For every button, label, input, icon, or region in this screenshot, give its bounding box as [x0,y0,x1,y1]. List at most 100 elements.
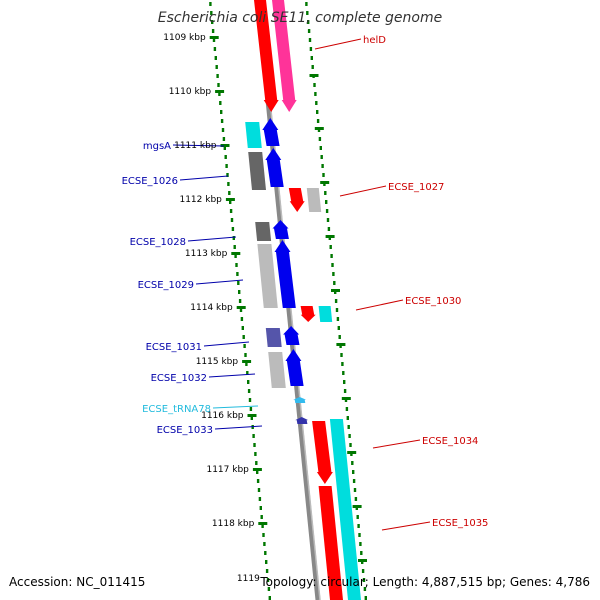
tick-dot [327,227,331,231]
gene-ECSE-1029-cds [257,244,278,308]
tick-dot [247,389,251,393]
kbp-label: 1115 kbp [196,357,239,367]
gene-features [245,0,361,600]
tick-dot [252,434,255,438]
tick-dot [225,164,228,168]
major-tick [336,343,346,346]
leader-line [195,279,244,285]
tick-dot [254,452,257,456]
gene-label-ecse_trna78: ECSE_tRNA78 [142,404,211,415]
tick-dot [352,479,356,483]
gene-label-ecse_1034: ECSE_1034 [422,436,478,447]
tick-dot [364,596,367,600]
tick-dot [213,47,217,51]
tick-dot [261,524,264,528]
gene-ECSE-1030-cds [300,306,316,322]
tick-dot [259,506,262,510]
tick-dot [322,173,325,177]
major-tick [236,306,246,309]
tick-dot [265,560,268,564]
tick-dot [217,83,220,87]
kbp-label: 1114 kbp [190,303,233,313]
gene-ECSE-1026-rna [265,148,284,187]
kbp-label: 1111 kbp [174,141,217,151]
tick-dot [348,434,351,438]
tick-dot [263,542,266,546]
tick-dot [220,119,224,123]
leader-line [314,38,362,50]
tick-dot [229,200,232,204]
gene-label-ecse_1035: ECSE_1035 [432,518,488,529]
genome-info-text: Topology: circular; Length: 4,887,515 bp… [259,575,590,589]
tick-dot [211,29,215,33]
tick-dot [233,245,236,249]
gene-ECSE-1031-cds [265,328,282,347]
kbp-label: 1116 kbp [201,411,244,421]
leader-line [355,299,404,311]
tick-dot [226,173,229,177]
tick-dot [244,353,247,357]
tick-dot [215,65,218,69]
tick-dot [337,326,340,330]
gene-label-ecse_1032: ECSE_1032 [151,373,207,384]
tick-dot [256,470,259,474]
leader-line [208,373,256,378]
tick-dot [361,569,365,573]
tick-dot [223,146,226,150]
gene-ECSE-1034-cds [312,421,333,484]
tick-dot [240,317,244,321]
kbp-label: 1119 [237,574,260,584]
tick-dot [220,110,223,114]
tick-dot [307,20,310,24]
major-tick [331,289,340,292]
tick-dot [234,254,237,258]
tick-dot [331,263,334,267]
tick-dot [342,371,345,375]
tick-dot [228,191,231,195]
tick-dot [230,218,234,222]
tick-dot [242,335,245,339]
accession-text: Accession: NC_011415 [9,575,145,589]
tick-dot [246,371,249,375]
gene-label-ecse_1028: ECSE_1028 [130,237,186,248]
major-tick [325,235,335,238]
tick-dot [237,281,240,285]
tick-dot [214,56,217,60]
tick-dot [267,587,271,591]
tick-dot [210,11,213,15]
gene-label-ecse_1033: ECSE_1033 [157,425,213,436]
tick-dot [347,425,350,429]
tick-dot [363,587,367,591]
tick-dot [340,353,343,357]
gene-ECSE-1027-cds [288,188,305,212]
tick-dot [314,92,317,96]
gene-ECSE-1028-cds [255,222,272,241]
tick-dot [358,533,361,537]
map-title: Escherichia coli SE11, complete genome [158,10,442,26]
gene-ECSE-1029-rna [274,240,296,308]
leader-line [381,521,431,531]
tick-dot [238,290,241,294]
tick-dot [349,443,352,447]
tick-dot [318,137,322,141]
gene-helD-rna [272,0,297,112]
gene-label-ecse_1027: ECSE_1027 [388,182,444,193]
tick-dot [309,47,313,51]
tick-dot [255,461,258,465]
major-tick [320,181,330,184]
tick-dot [260,515,263,519]
tick-dot [351,461,354,465]
tick-dot [235,263,238,267]
tick-dot [236,272,239,276]
leader-line [179,175,229,181]
tick-dot [319,146,322,150]
tick-dot [256,479,260,483]
tick-dot [360,551,363,555]
leader-line [187,236,237,242]
gene-label-ecse_1026: ECSE_1026 [122,176,178,187]
major-tick [215,90,225,93]
major-tick [231,252,241,255]
tick-dot [311,65,314,69]
major-tick [314,127,324,130]
kbp-label: 1113 kbp [185,249,228,259]
